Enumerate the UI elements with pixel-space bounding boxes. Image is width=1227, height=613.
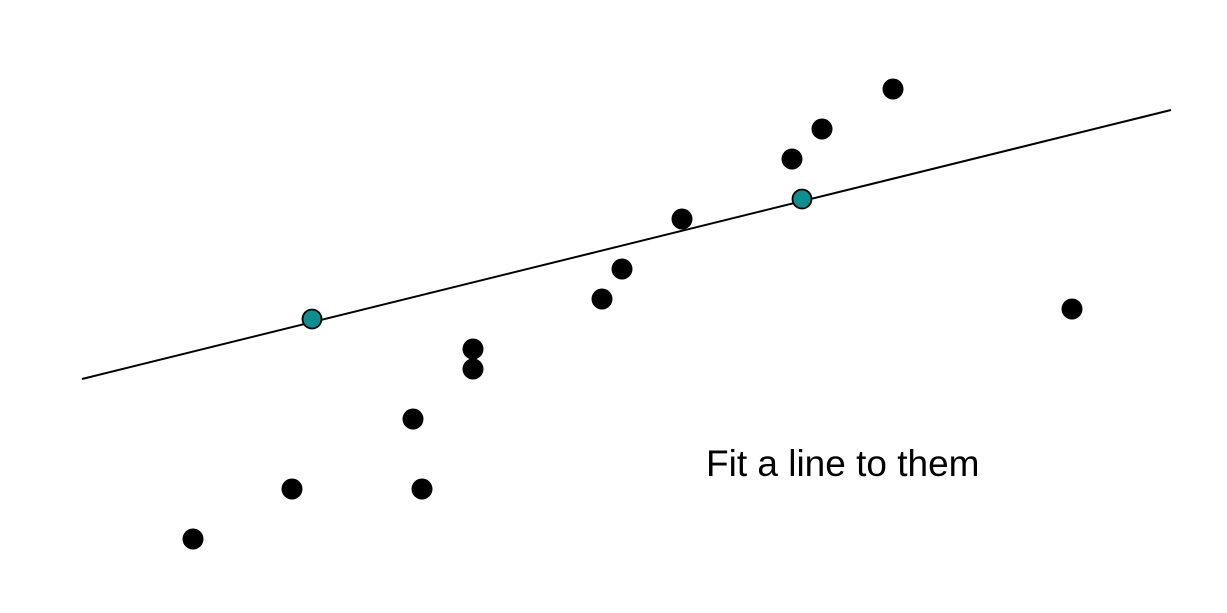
data-point-4: [671, 208, 693, 230]
data-point-2: [811, 118, 833, 140]
data-points: [182, 78, 1083, 550]
data-point-6: [591, 288, 613, 310]
sample-points: [301, 188, 813, 330]
data-point-10: [402, 408, 424, 430]
data-point-11: [281, 478, 303, 500]
sample-point-1: [301, 308, 323, 330]
data-point-5: [611, 258, 633, 280]
data-point-13: [182, 528, 204, 550]
data-point-7: [1061, 298, 1083, 320]
sample-point-2: [791, 188, 813, 210]
data-point-9: [462, 358, 484, 380]
caption-text: Fit a line to them: [706, 443, 980, 484]
data-point-8: [462, 338, 484, 360]
data-point-12: [411, 478, 433, 500]
fitted-line: [81, 109, 1172, 380]
data-point-1: [882, 78, 904, 100]
data-point-3: [781, 148, 803, 170]
